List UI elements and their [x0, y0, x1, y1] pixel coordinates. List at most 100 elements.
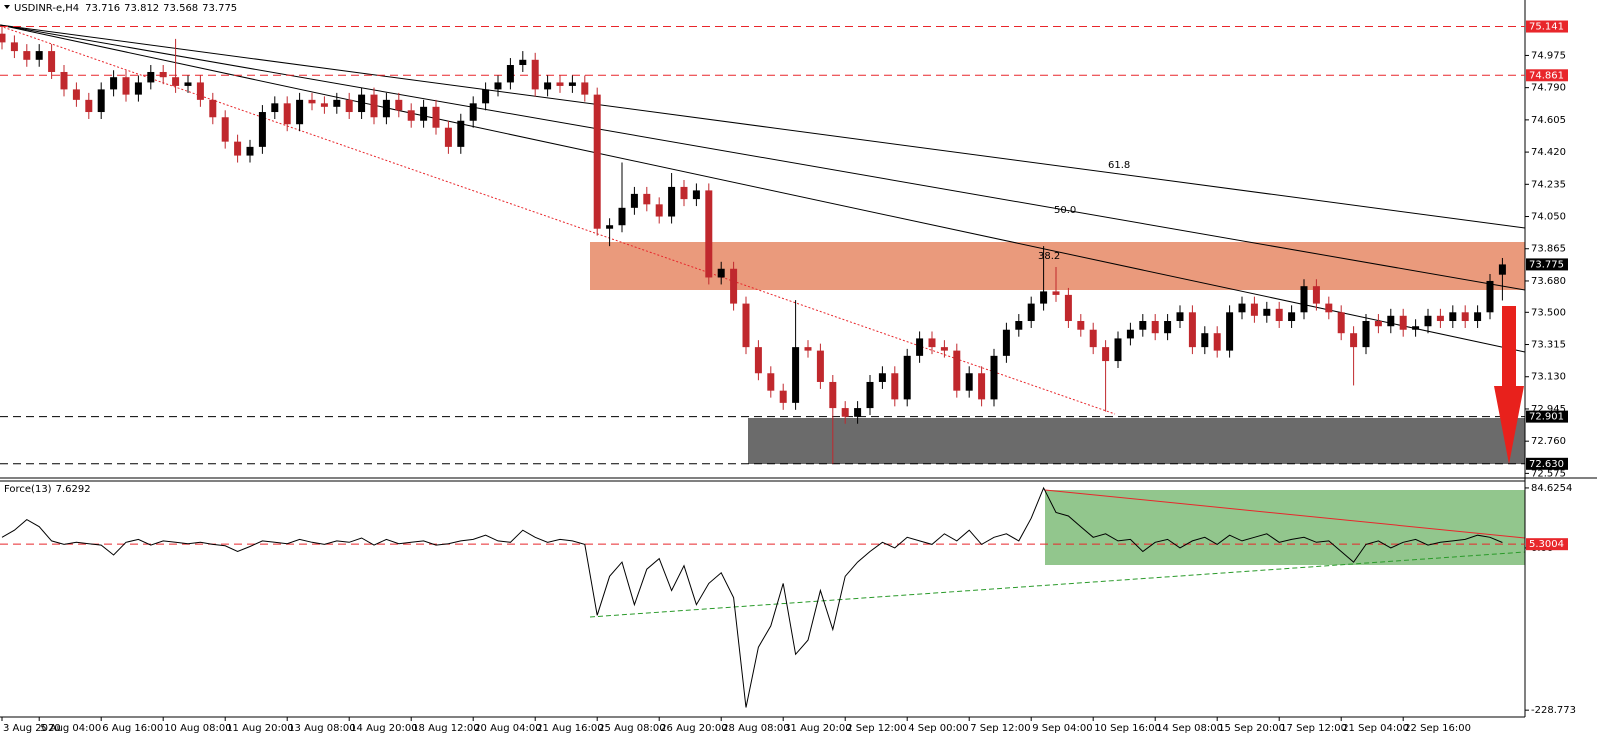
fan-line — [0, 24, 1526, 291]
candle-body — [482, 89, 490, 104]
trend-line — [0, 25, 1116, 415]
y-tick-label: 74.605 — [1531, 115, 1566, 126]
title-high: 73.812 — [124, 3, 159, 14]
candle-body — [395, 99, 403, 111]
candle-body — [1151, 321, 1159, 334]
candle-body — [60, 71, 68, 90]
candle-body — [531, 59, 539, 90]
candle-body — [891, 373, 899, 400]
candle-body — [618, 207, 626, 226]
candle-body — [916, 338, 924, 356]
y-tick-label: 73.680 — [1531, 276, 1566, 287]
symbol: USDINR-e,H4 — [14, 3, 79, 14]
candle-body — [568, 82, 576, 86]
indicator-name: Force(13) — [4, 484, 52, 495]
candle-body — [1474, 312, 1482, 322]
candle-body — [271, 103, 279, 113]
candle-body — [1275, 308, 1283, 322]
fan-line — [0, 24, 1526, 229]
candle-body — [519, 59, 527, 66]
level-tag — [1526, 457, 1568, 470]
x-tick-label: 25 Aug 08:00 — [598, 723, 665, 734]
chart-title: USDINR-e,H4 73.716 73.812 73.568 73.775 — [14, 3, 237, 14]
candle-body — [10, 42, 18, 52]
level-tag — [1526, 20, 1568, 33]
x-tick-label: 2 Sep 12:00 — [846, 723, 906, 734]
candle-body — [1064, 294, 1072, 322]
candle-body — [1387, 315, 1395, 327]
x-tick-label: 9 Sep 04:00 — [1032, 723, 1092, 734]
candle-body — [1164, 321, 1172, 334]
candle-body — [1498, 264, 1506, 275]
candle-body — [630, 193, 638, 208]
candle-body — [221, 117, 229, 142]
candle-body — [792, 347, 800, 403]
x-tick-label: 14 Aug 20:00 — [350, 723, 417, 734]
level-tag-label: 75.141 — [1529, 22, 1564, 33]
y-tick-label: 73.500 — [1531, 307, 1566, 318]
candle-body — [1188, 312, 1196, 348]
candle-body — [320, 103, 328, 107]
level-tag-label: 5.3004 — [1529, 539, 1564, 550]
x-tick-label: 11 Aug 20:00 — [226, 723, 293, 734]
candle-body — [1325, 303, 1333, 313]
candle-body — [1312, 286, 1320, 304]
candle-body — [246, 146, 254, 156]
y-tick-label: 84.6254 — [1531, 483, 1572, 494]
candle-body — [680, 186, 688, 200]
candle-body — [1114, 338, 1122, 362]
candle-body — [581, 82, 589, 95]
y-tick-label: 73.865 — [1531, 244, 1566, 255]
candle-body — [147, 71, 155, 83]
candle-body — [730, 268, 738, 304]
candle-body — [940, 347, 948, 351]
candle-body — [333, 99, 341, 107]
candle-body — [296, 99, 304, 125]
candle-body — [990, 355, 998, 400]
candle-body — [494, 82, 502, 90]
level-tag-label: 72.630 — [1529, 459, 1564, 470]
candle-body — [1040, 291, 1048, 304]
candle-body — [1015, 321, 1023, 330]
candle-body — [1002, 329, 1010, 356]
candle-body — [1126, 329, 1134, 339]
x-tick-label: 6 Aug 16:00 — [102, 723, 163, 734]
force-line — [1, 486, 1503, 708]
candle-body — [866, 381, 874, 409]
candle-body — [444, 127, 452, 147]
candle-body — [184, 82, 192, 86]
candle-body — [382, 99, 390, 118]
candle-body — [1374, 321, 1382, 327]
x-tick-label: 10 Sep 16:00 — [1094, 723, 1161, 734]
x-tick-label: 21 Sep 04:00 — [1342, 723, 1409, 734]
price-tag-label: 73.775 — [1529, 259, 1564, 270]
x-tick-label: 20 Aug 04:00 — [474, 723, 541, 734]
y-tick-label: 72.760 — [1531, 436, 1566, 447]
candle-body — [506, 65, 514, 83]
candle-body — [35, 51, 43, 60]
candle-body — [742, 303, 750, 348]
candle-body — [544, 82, 552, 90]
candle-body — [172, 77, 180, 86]
support-zone — [748, 418, 1525, 464]
level-tag-label: 72.901 — [1529, 412, 1564, 423]
candle-body — [370, 94, 378, 118]
candle-body — [1077, 321, 1085, 330]
x-tick-label: 7 Sep 12:00 — [970, 723, 1030, 734]
x-tick-label: 28 Aug 08:00 — [722, 723, 789, 734]
y-tick-label: 74.235 — [1531, 179, 1566, 190]
candle-body — [1027, 303, 1035, 322]
candle-body — [283, 103, 291, 125]
candle-body — [1288, 312, 1296, 322]
candle-body — [655, 204, 663, 217]
candle-body — [110, 77, 118, 90]
x-tick-label: 18 Aug 12:00 — [412, 723, 479, 734]
price-tag — [1526, 258, 1568, 271]
candle-body — [1238, 303, 1246, 313]
candle-body — [965, 373, 973, 391]
y-tick-label: 74.420 — [1531, 147, 1566, 158]
candle-body — [643, 193, 651, 205]
title-low: 73.568 — [163, 3, 198, 14]
candle-body — [72, 89, 80, 100]
candle-body — [1449, 312, 1457, 322]
